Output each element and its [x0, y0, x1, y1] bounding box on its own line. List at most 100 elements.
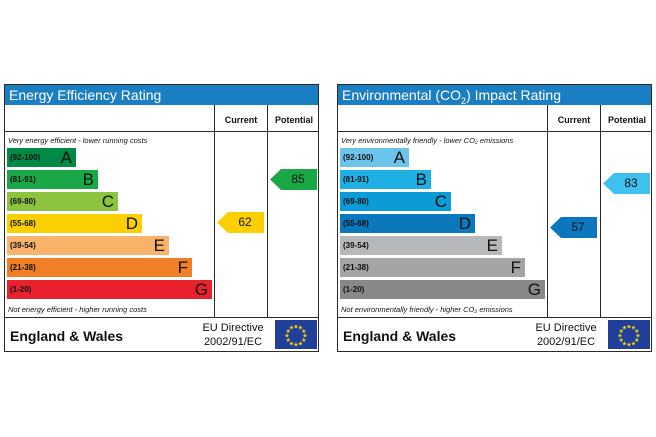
band-g: (1-20) G: [7, 280, 212, 299]
star-icon: ★: [626, 342, 631, 349]
band-d: (55-68) D: [340, 214, 475, 233]
potential-column-header: Potential: [274, 115, 313, 125]
current-rating-arrow: 57: [550, 217, 597, 238]
band-letter: A: [393, 148, 405, 167]
star-icon: ★: [286, 337, 291, 344]
star-icon: ★: [301, 337, 306, 344]
star-icon: ★: [301, 328, 306, 335]
band-g: (1-20) G: [340, 280, 545, 299]
energy-efficiency-panel: Energy Efficiency Rating Current Potenti…: [4, 84, 319, 352]
eu-stars-icon: ★ ★★★★★★★★★★★: [617, 324, 640, 349]
top-note: Very environmentally friendly - lower CO…: [341, 136, 514, 145]
panel-title: Environmental (CO2) Impact Rating: [338, 85, 651, 106]
current-rating-value: 62: [238, 215, 252, 229]
band-letter: D: [458, 214, 471, 233]
environmental-impact-panel: Environmental (CO2) Impact Rating Curren…: [337, 84, 652, 352]
panel-title: Energy Efficiency Rating: [5, 85, 318, 105]
star-icon: ★: [619, 337, 624, 344]
directive-line2: 2002/91/EC: [536, 336, 596, 348]
current-column-header: Current: [224, 115, 258, 125]
band-f: (21-38) F: [340, 258, 525, 277]
band-letter: C: [434, 192, 447, 211]
bottom-note: Not energy efficient - higher running co…: [8, 305, 147, 314]
band-letter: D: [125, 214, 138, 233]
band-a: (92-100) A: [7, 148, 76, 167]
band-letter: E: [153, 236, 165, 255]
star-icon: ★: [302, 333, 307, 340]
star-icon: ★: [298, 340, 303, 347]
divider: [600, 105, 601, 317]
eu-directive: EU Directive 2002/91/EC: [528, 321, 604, 349]
band-e: (39-54) E: [7, 236, 169, 255]
band-range: (1-20): [343, 285, 365, 294]
band-letter: A: [60, 148, 72, 167]
star-icon: ★: [617, 333, 622, 340]
divider: [5, 131, 318, 132]
divider: [547, 105, 548, 317]
band-range: (69-80): [10, 197, 36, 206]
star-icon: ★: [634, 328, 639, 335]
star-icon: ★: [622, 340, 627, 347]
footer-country: England & Wales: [10, 328, 124, 344]
band-range: (39-54): [10, 241, 36, 250]
band-range: (81-91): [10, 175, 36, 184]
band-range: (21-38): [10, 263, 36, 272]
current-column-header: Current: [557, 115, 591, 125]
directive-line1: EU Directive: [202, 322, 264, 334]
star-icon: ★: [626, 324, 631, 331]
band-b: (81-91) B: [7, 170, 98, 189]
potential-rating-arrow: 85: [270, 169, 317, 190]
band-range: (69-80): [343, 197, 369, 206]
star-icon: ★: [631, 325, 636, 332]
current-rating-value: 57: [571, 220, 585, 234]
panel-title-subscript: 2: [461, 95, 467, 106]
band-b: (81-91) B: [340, 170, 431, 189]
star-icon: ★: [619, 328, 624, 335]
star-icon: ★: [284, 333, 289, 340]
band-letter: G: [194, 280, 208, 299]
band-range: (92-100): [10, 153, 41, 162]
band-range: (81-91): [343, 175, 369, 184]
band-letter: B: [415, 170, 427, 189]
band-letter: G: [527, 280, 541, 299]
divider: [338, 131, 651, 132]
eu-directive: EU Directive 2002/91/EC: [195, 321, 271, 349]
band-d: (55-68) D: [7, 214, 142, 233]
bottom-note: Not environmentally friendly - higher CO…: [341, 305, 513, 314]
eu-flag-icon: ★ ★ ★ ★ ★ ★ ★ ★ ★ ★ ★ ★: [608, 320, 650, 349]
potential-rating-value: 85: [291, 172, 305, 186]
band-range: (55-68): [343, 219, 369, 228]
band-range: (55-68): [10, 219, 36, 228]
current-rating-arrow: 62: [217, 212, 264, 233]
band-letter: F: [510, 258, 521, 277]
star-icon: ★: [289, 340, 294, 347]
star-icon: ★: [293, 324, 298, 331]
divider: [214, 105, 215, 317]
band-c: (69-80) C: [7, 192, 118, 211]
eu-flag-icon: ★ ★ ★ ★ ★ ★ ★ ★ ★ ★ ★ ★: [275, 320, 317, 349]
eu-stars-icon: ★ ★★★★★★★★★★★: [284, 324, 307, 349]
divider: [267, 105, 268, 317]
band-letter: B: [82, 170, 94, 189]
band-range: (1-20): [10, 285, 32, 294]
band-f: (21-38) F: [7, 258, 192, 277]
star-icon: ★: [286, 328, 291, 335]
band-a: (92-100) A: [340, 148, 409, 167]
star-icon: ★: [298, 325, 303, 332]
band-letter: F: [177, 258, 188, 277]
potential-column-header: Potential: [607, 115, 646, 125]
band-e: (39-54) E: [340, 236, 502, 255]
band-c: (69-80) C: [340, 192, 451, 211]
band-range: (21-38): [343, 263, 369, 272]
top-note: Very energy efficient - lower running co…: [8, 136, 148, 145]
star-icon: ★: [622, 325, 627, 332]
potential-rating-arrow: 83: [603, 173, 650, 194]
panel-title-end: ) Impact Rating: [466, 87, 561, 103]
directive-line1: EU Directive: [535, 322, 597, 334]
divider: [5, 317, 318, 318]
star-icon: ★: [289, 325, 294, 332]
band-range: (39-54): [343, 241, 369, 250]
star-icon: ★: [634, 337, 639, 344]
band-letter: C: [101, 192, 114, 211]
footer-country: England & Wales: [343, 328, 457, 344]
